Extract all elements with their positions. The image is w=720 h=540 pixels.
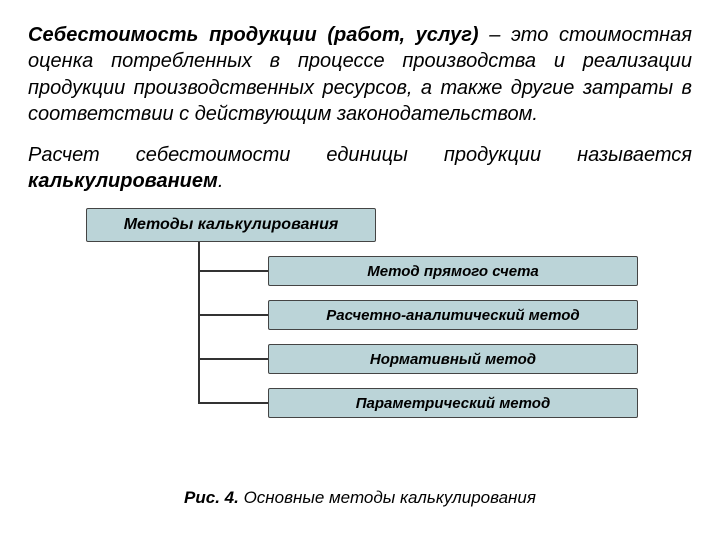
calc-term: калькулированием xyxy=(28,170,218,192)
definition-paragraph: Себестоимость продукции (работ, услуг) –… xyxy=(28,22,692,128)
connector-branch xyxy=(198,270,268,272)
diagram-child-label: Метод прямого счета xyxy=(367,263,539,280)
diagram-header-label: Методы калькулирования xyxy=(124,216,339,234)
calc-after: . xyxy=(218,170,224,192)
diagram-child-label: Расчетно-аналитический метод xyxy=(326,307,579,324)
diagram-child-box: Расчетно-аналитический метод xyxy=(268,300,638,330)
definition-lead: Себестоимость продукции (работ, услуг) xyxy=(28,24,479,46)
figure-caption: Рис. 4. Основные методы калькулирования xyxy=(0,488,720,508)
connector-branch xyxy=(198,314,268,316)
connector-branch xyxy=(198,358,268,360)
diagram-child-box: Параметрический метод xyxy=(268,388,638,418)
methods-diagram: Методы калькулирования Метод прямого сче… xyxy=(28,208,692,438)
figure-number: Рис. 4. xyxy=(184,488,239,507)
diagram-header-box: Методы калькулирования xyxy=(86,208,376,242)
calc-before: Расчет себестоимости единицы продукции н… xyxy=(28,144,692,166)
figure-caption-text: Основные методы калькулирования xyxy=(239,488,536,507)
diagram-child-label: Нормативный метод xyxy=(370,351,536,368)
connector-trunk xyxy=(198,242,200,403)
connector-branch xyxy=(198,402,268,404)
diagram-child-box: Нормативный метод xyxy=(268,344,638,374)
calc-paragraph: Расчет себестоимости единицы продукции н… xyxy=(28,142,692,195)
diagram-child-label: Параметрический метод xyxy=(356,395,550,412)
diagram-child-box: Метод прямого счета xyxy=(268,256,638,286)
